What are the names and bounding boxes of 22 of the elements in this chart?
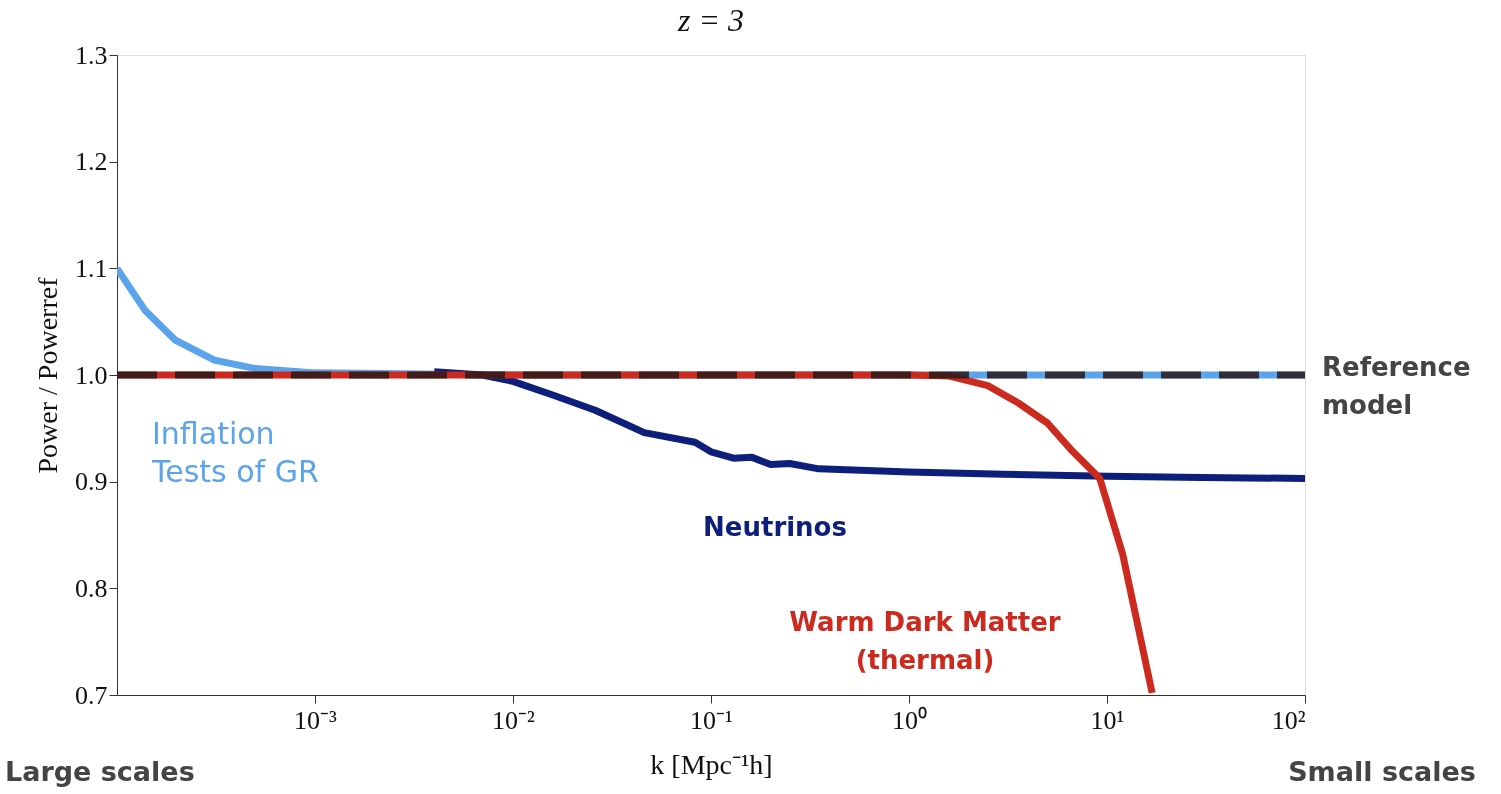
x-tick-label: 10⁻¹: [690, 705, 733, 735]
chart-title: z = 3: [676, 2, 745, 38]
y-axis-title: Power / Powerref: [32, 276, 63, 474]
x-tick-label: 10⁰: [892, 705, 927, 735]
x-axis-title: k [Mpc⁻¹h]: [650, 748, 773, 780]
x-tick-label: 10⁻²: [492, 705, 536, 735]
y-tick-label: 1.3: [75, 40, 108, 70]
x-tick-label: 10⁻³: [294, 705, 338, 735]
series-label: Reference model: [1322, 352, 1471, 420]
y-tick-label: 1.0: [75, 360, 108, 390]
series-label: Neutrinos: [703, 512, 847, 542]
y-tick-label: 0.7: [75, 680, 108, 710]
y-tick-label: 0.9: [75, 467, 108, 497]
y-tick-label: 1.1: [75, 253, 108, 283]
x-tick-label: 10¹: [1090, 705, 1125, 735]
y-tick-label: 0.8: [75, 573, 108, 603]
text: Warm Dark Matter (thermal): [789, 607, 1061, 675]
series-label: Inflation Tests of GR: [151, 416, 319, 489]
y-tick-label: 1.2: [75, 147, 108, 177]
x-tick-label: 10²: [1271, 705, 1306, 735]
text: Large scales: [5, 756, 195, 787]
text: Small scales: [1288, 756, 1476, 787]
